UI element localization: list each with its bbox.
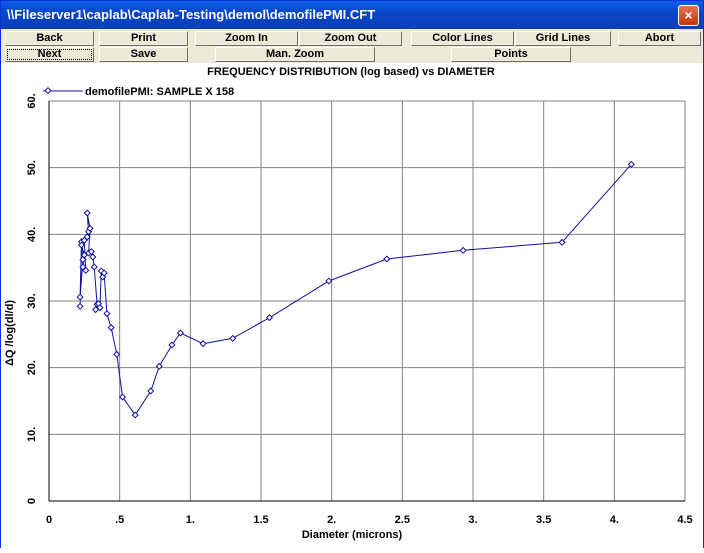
data-point	[627, 160, 635, 168]
x-tick-label: 2.	[327, 514, 336, 526]
next-button[interactable]: Next	[5, 47, 94, 62]
close-button[interactable]: ×	[678, 5, 699, 26]
y-axis-label: ΔQ /log(dl/d)	[4, 300, 16, 366]
grid	[48, 100, 686, 502]
data-point	[459, 246, 467, 254]
data-point	[103, 310, 111, 318]
man-zoom-button[interactable]: Man. Zoom	[215, 47, 375, 62]
data-point	[155, 362, 163, 370]
data-point	[131, 411, 139, 419]
data-point	[82, 266, 90, 274]
data-point	[90, 263, 98, 271]
data-point	[265, 314, 274, 322]
data-point	[87, 248, 95, 256]
window-title: \\Fileserver1\caplab\Caplab-Testing\demo…	[7, 7, 376, 22]
data-point	[199, 340, 207, 348]
points-button[interactable]: Points	[451, 47, 571, 62]
x-tick-label: 1.	[186, 514, 195, 526]
y-tick-labels: 0 10. 20. 30. 40. 50. 60.	[26, 93, 38, 504]
save-button[interactable]: Save	[99, 47, 188, 62]
data-point	[83, 209, 91, 217]
x-tick-label: .5	[115, 514, 124, 526]
y-tick-label: 40.	[26, 227, 38, 242]
axes	[48, 101, 685, 502]
data-point	[76, 293, 84, 301]
x-tick-label: 3.	[468, 514, 477, 526]
x-tick-label: 0	[46, 514, 52, 526]
legend-label: demofilePMI: SAMPLE X 158	[85, 86, 234, 98]
title-bar[interactable]: \\Fileserver1\caplab\Caplab-Testing\demo…	[1, 1, 703, 29]
y-tick-label: 0	[26, 498, 38, 504]
x-tick-label: 4.5	[677, 514, 692, 526]
data-point	[107, 324, 115, 332]
legend: demofilePMI: SAMPLE X 158	[43, 86, 234, 98]
y-tick-label: 50.	[26, 160, 38, 175]
data-point	[83, 233, 91, 241]
data-point	[176, 329, 184, 337]
data-point	[558, 238, 566, 246]
x-tick-label: 4.	[610, 514, 619, 526]
color-lines-button[interactable]: Color Lines	[411, 31, 514, 46]
series-line	[79, 163, 632, 416]
data-point	[383, 255, 391, 263]
chart-title: FREQUENCY DISTRIBUTION (log based) vs DI…	[207, 66, 495, 78]
data-point	[89, 253, 97, 261]
zoom-out-button[interactable]: Zoom Out	[299, 31, 402, 46]
x-tick-labels: 0 .5 1. 1.5 2. 2.5 3. 3.5 4. 4.5	[46, 514, 693, 526]
data-point	[113, 350, 121, 358]
back-button[interactable]: Back	[5, 31, 94, 46]
data-point	[96, 304, 104, 312]
y-tick-label: 10.	[26, 427, 38, 442]
x-axis-label: Diameter (microns)	[302, 529, 403, 541]
y-tick-label: 60.	[26, 93, 38, 108]
x-tick-label: 1.5	[253, 514, 268, 526]
legend-marker	[44, 86, 52, 95]
print-button[interactable]: Print	[99, 31, 188, 46]
y-tick-label: 30.	[26, 293, 38, 308]
plot-area: FREQUENCY DISTRIBUTION (log based) vs DI…	[1, 63, 703, 548]
data-point	[76, 302, 84, 310]
zoom-in-button[interactable]: Zoom In	[195, 31, 298, 46]
data-point	[168, 341, 176, 349]
abort-button[interactable]: Abort	[618, 31, 701, 46]
data-point	[86, 224, 94, 232]
chart-svg: FREQUENCY DISTRIBUTION (log based) vs DI…	[4, 66, 693, 541]
data-point	[77, 241, 86, 249]
x-tick-label: 3.5	[536, 514, 551, 526]
data-point	[100, 269, 108, 277]
data-point	[118, 393, 127, 401]
grid-lines-button[interactable]: Grid Lines	[515, 31, 611, 46]
series-layer	[76, 160, 635, 419]
y-tick-label: 20.	[26, 360, 38, 375]
data-point	[147, 387, 155, 395]
data-point	[229, 334, 237, 342]
x-tick-label: 2.5	[395, 514, 410, 526]
data-point	[325, 277, 333, 285]
